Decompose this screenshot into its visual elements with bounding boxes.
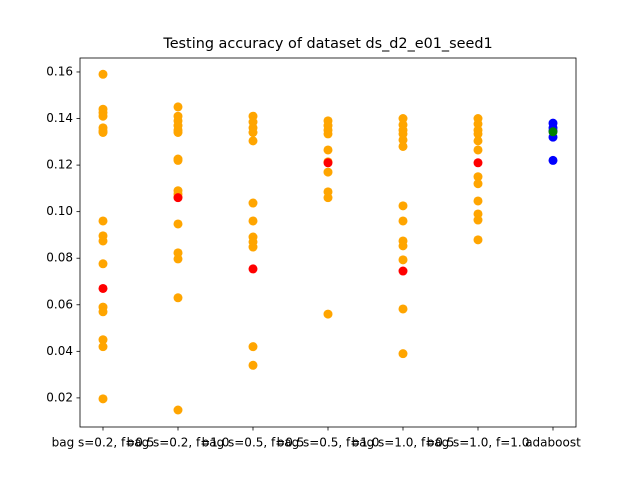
point (323, 145, 333, 155)
x-tick-label: bag s=0.2, f=1.0 (127, 436, 230, 450)
point (173, 127, 183, 137)
x-tick-label: adaboost (525, 436, 581, 450)
point (473, 145, 483, 155)
point (398, 266, 408, 276)
point (173, 155, 183, 165)
x-tick-label: bag s=1.0, f=1.0 (427, 436, 530, 450)
point (323, 193, 333, 203)
y-tick-label: 0.04 (46, 344, 73, 358)
point (248, 136, 258, 146)
point (398, 349, 408, 359)
y-tick-label: 0.10 (46, 204, 73, 218)
point (398, 114, 408, 124)
x-tick-label: bag s=0.5, f=1.0 (277, 436, 380, 450)
y-tick-label: 0.14 (46, 111, 73, 125)
point (473, 136, 483, 146)
point (398, 141, 408, 151)
y-tick-label: 0.12 (46, 158, 73, 172)
point (173, 254, 183, 264)
point (248, 360, 258, 370)
point (98, 216, 108, 226)
point (473, 179, 483, 189)
x-tick-label: bag s=1.0, f=0.5 (352, 436, 455, 450)
point (548, 127, 558, 137)
point (98, 394, 108, 404)
point (398, 216, 408, 226)
point (473, 119, 483, 129)
point (473, 158, 483, 168)
point (98, 283, 108, 293)
point (98, 335, 108, 345)
point (548, 155, 558, 165)
point (323, 158, 333, 168)
point (398, 255, 408, 265)
point (398, 304, 408, 314)
y-tick-label: 0.06 (46, 297, 73, 311)
y-tick-label: 0.08 (46, 251, 73, 265)
point (323, 167, 333, 177)
point (398, 241, 408, 251)
point (173, 405, 183, 415)
y-tick-label: 0.02 (46, 390, 73, 404)
x-tick-label: bag s=0.5, f=0.5 (202, 436, 305, 450)
point (173, 193, 183, 203)
chart-title: Testing accuracy of dataset ds_d2_e01_se… (162, 36, 492, 52)
point (248, 198, 258, 208)
point (173, 219, 183, 229)
point (248, 342, 258, 352)
point (98, 111, 108, 121)
x-tick-label: bag s=0.2, f=0.5 (52, 436, 155, 450)
point (473, 129, 483, 139)
point (473, 196, 483, 206)
point (473, 172, 483, 182)
point (98, 342, 108, 352)
point (98, 69, 108, 79)
point (98, 259, 108, 269)
point (248, 216, 258, 226)
point (323, 129, 333, 139)
point (98, 127, 108, 137)
point (173, 102, 183, 112)
point (248, 127, 258, 137)
point (398, 201, 408, 211)
point (473, 235, 483, 245)
point (248, 242, 258, 252)
point (473, 215, 483, 225)
y-tick-label: 0.16 (46, 64, 73, 78)
point (323, 309, 333, 319)
point (98, 236, 108, 246)
point (98, 307, 108, 317)
point (248, 264, 258, 274)
point (173, 293, 183, 303)
point (398, 135, 408, 145)
